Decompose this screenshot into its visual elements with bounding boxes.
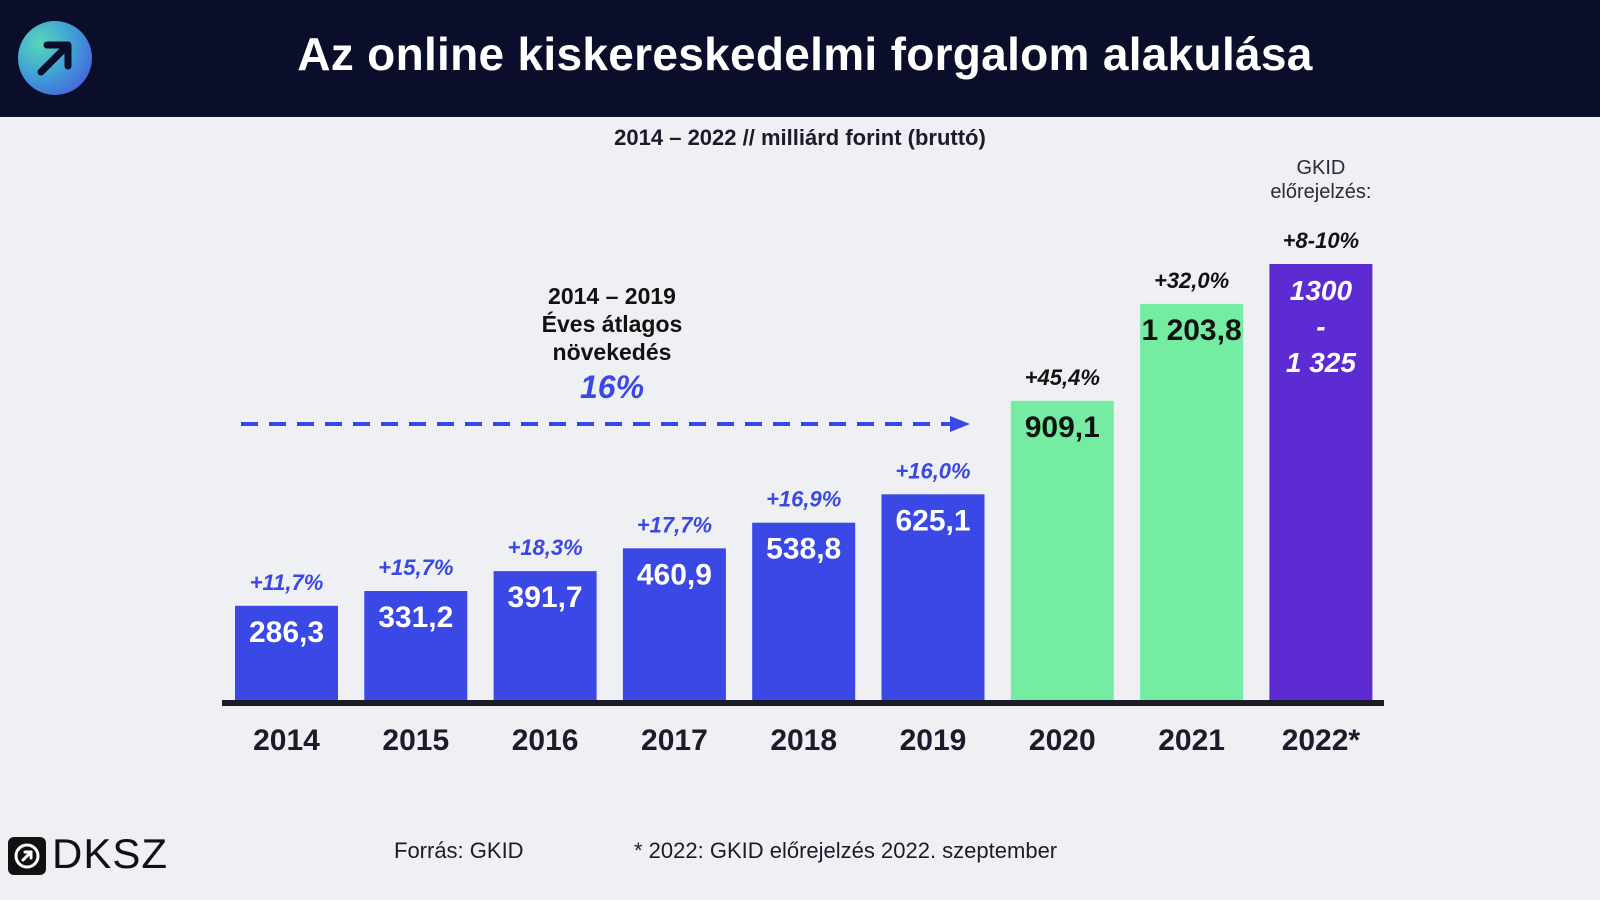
forecast-note: előrejelzés: <box>1270 181 1371 203</box>
annotation-text: 2014 – 2019 <box>548 283 676 309</box>
growth-label: +32,0% <box>1154 268 1229 293</box>
bar-2019 <box>881 494 985 700</box>
forecast-range-label: 1 325 <box>1286 347 1356 378</box>
annotation-text: Éves átlagos <box>542 310 683 337</box>
page-title: Az online kiskereskedelmi forgalom alaku… <box>297 28 1313 80</box>
forecast-range-label: - <box>1316 311 1325 342</box>
bar-2021 <box>1140 303 1244 700</box>
category-label: 2017 <box>641 724 708 757</box>
value-label: 391,7 <box>508 581 583 614</box>
growth-label: +16,9% <box>766 487 841 512</box>
value-label: 538,8 <box>766 533 841 566</box>
dksz-logo-icon <box>8 837 46 875</box>
category-label: 2014 <box>253 724 320 757</box>
trend-arrowhead-icon <box>950 416 970 432</box>
growth-label: +45,4% <box>1025 365 1100 390</box>
bar-2017 <box>622 548 726 700</box>
value-label: 331,2 <box>378 601 453 634</box>
annotation-value: 16% <box>580 369 644 405</box>
bar-2014 <box>235 605 338 700</box>
growth-label: +18,3% <box>507 535 582 560</box>
value-label: 460,9 <box>637 558 712 591</box>
source-text: Forrás: GKID <box>394 838 524 863</box>
value-label: 625,1 <box>895 504 970 537</box>
value-label: 286,3 <box>249 616 324 649</box>
forecast-note: GKID <box>1296 157 1345 179</box>
bar-2018 <box>752 522 856 700</box>
bar-2016 <box>493 571 597 700</box>
category-label: 2019 <box>900 724 967 757</box>
category-label: 2016 <box>512 724 579 757</box>
x-axis-line <box>222 700 1384 706</box>
growth-label: +16,0% <box>895 458 970 483</box>
chart-subtitle: 2014 – 2022 // milliárd forint (bruttó) <box>614 125 986 150</box>
forecast-range-label: 1300 <box>1290 275 1353 306</box>
bar-2015 <box>364 591 468 700</box>
category-label: 2021 <box>1158 724 1225 757</box>
brand-name: DKSZ <box>52 830 169 877</box>
bar-2020 <box>1010 400 1114 700</box>
growth-label: +8-10% <box>1283 228 1359 253</box>
growth-label: +15,7% <box>378 555 453 580</box>
category-label: 2018 <box>770 724 837 757</box>
annotation-text: növekedés <box>553 339 672 365</box>
bar-2022* <box>1269 264 1373 700</box>
footnote-text: * 2022: GKID előrejelzés 2022. szeptembe… <box>634 838 1058 863</box>
category-label: 2020 <box>1029 724 1096 757</box>
category-label: 2022* <box>1282 724 1361 757</box>
value-label: 1 203,8 <box>1142 314 1242 347</box>
growth-label: +17,7% <box>637 512 712 537</box>
category-label: 2015 <box>382 724 449 757</box>
value-label: 909,1 <box>1025 411 1100 444</box>
header-bar: Az online kiskereskedelmi forgalom alaku… <box>0 0 1600 117</box>
growth-label: +11,7% <box>250 570 324 595</box>
arrow-up-right-icon <box>18 21 92 95</box>
